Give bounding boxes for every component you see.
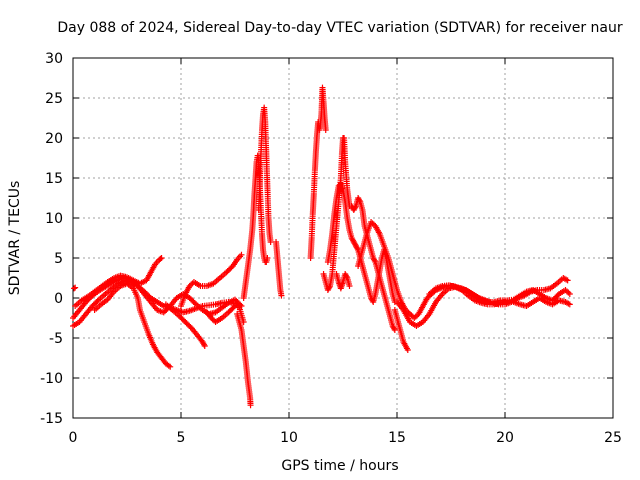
data-point [278,292,285,299]
data-point [238,251,245,258]
data-points [70,84,573,409]
y-tick-label: -15 [40,411,63,427]
y-tick-label: 15 [45,171,63,187]
data-point [322,127,329,133]
y-tick-label: -5 [49,331,63,347]
series-Q [391,307,411,353]
data-point [354,245,361,252]
data-point [201,341,208,348]
data-point [391,327,398,333]
data-point [352,204,359,211]
axis-ticks: -15 -10 -5 0 5 10 15 20 25 30 0 5 10 15 20 25 [40,51,622,446]
y-tick-label: 20 [45,131,63,147]
data-point [267,239,274,245]
data-point [157,255,164,262]
data-point [391,325,398,332]
data-point [167,363,174,370]
series-G [203,303,238,325]
y-tick-label: 0 [54,291,63,307]
data-point [71,285,78,292]
data-point [371,257,378,264]
y-tick-label: 5 [54,251,63,267]
data-point [201,343,208,349]
series-F [178,251,245,309]
x-tick-label: 0 [69,430,78,446]
y-tick-label: -10 [40,371,63,387]
series-D [91,280,174,370]
data-point [326,284,333,291]
x-axis-label: GPS time / hours [281,458,398,474]
data-point [238,303,245,309]
y-axis-label: SDTVAR / TECUs [7,181,23,296]
data-point [564,277,571,284]
x-tick-label: 25 [604,430,622,446]
x-tick-label: 20 [496,430,514,446]
series-T [71,284,79,292]
data-point [264,255,271,261]
plot-frame [72,57,614,419]
y-tick-label: 10 [45,211,63,227]
x-tick-label: 15 [388,430,406,446]
y-tick-label: 25 [45,91,63,107]
series-K [273,239,285,299]
data-point [72,284,79,291]
series-N [324,180,398,305]
data-point [346,283,353,289]
y-tick-label: 30 [45,51,63,67]
x-tick-label: 5 [177,430,186,446]
series-C [72,255,165,309]
series-J [255,104,274,245]
series-H [234,311,254,409]
data-point [404,347,411,353]
series-O [333,271,353,292]
data-point [158,255,165,261]
x-tick-label: 10 [280,430,298,446]
data-point [343,273,350,280]
data-point [232,303,238,309]
series-L [307,84,329,261]
grid [73,58,613,418]
data-point [247,402,254,409]
data-point [191,300,198,307]
chart-title: Day 088 of 2024, Sidereal Day-to-day VTE… [57,20,623,36]
data-point [356,197,363,204]
series-E [162,301,208,349]
data-point [566,301,573,308]
data-point [237,301,244,308]
data-point [94,297,101,304]
data-point [566,291,573,297]
series-S [426,282,573,305]
data-point [230,304,237,311]
